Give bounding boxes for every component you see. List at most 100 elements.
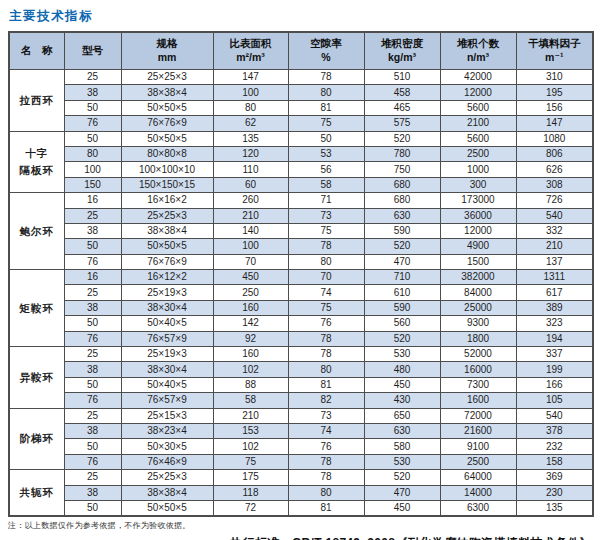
cell-dry-factor: 540 <box>516 408 593 423</box>
table-row: 鲍尔环1616×16×226071680173000726 <box>9 193 593 208</box>
cell-void-ratio: 58 <box>288 177 364 192</box>
cell-bulk-density: 780 <box>364 146 440 161</box>
cell-void-ratio: 78 <box>288 331 364 346</box>
cell-spec: 25×25×3 <box>121 70 213 85</box>
cell-dry-factor: 1311 <box>516 270 593 285</box>
table-row: 150150×150×156058680300308 <box>9 177 593 192</box>
cell-dry-factor: 323 <box>516 316 593 331</box>
cell-surface-area: 62 <box>213 116 288 131</box>
col-header-label: 空隙率 <box>289 37 364 51</box>
cell-bulk-density: 580 <box>364 439 440 454</box>
cell-surface-area: 140 <box>213 223 288 238</box>
cell-bulk-density: 680 <box>364 177 440 192</box>
cell-count: 6300 <box>440 500 516 516</box>
cell-spec: 25×15×3 <box>121 408 213 423</box>
cell-bulk-density: 590 <box>364 223 440 238</box>
cell-dry-factor: 230 <box>516 485 593 500</box>
cell-model: 50 <box>64 500 121 516</box>
cell-void-ratio: 75 <box>288 116 364 131</box>
cell-dry-factor: 195 <box>516 85 593 100</box>
cell-dry-factor: 626 <box>516 162 593 177</box>
cell-void-ratio: 73 <box>288 208 364 223</box>
cell-dry-factor: 135 <box>516 500 593 516</box>
footer: 注：以上数据仅作为参考依据，不作为验收依据。 执行标准：GB/T 18749–2… <box>8 520 592 540</box>
cell-count: 1800 <box>440 331 516 346</box>
cell-dry-factor: 156 <box>516 100 593 115</box>
cell-spec: 25×25×3 <box>121 208 213 223</box>
col-header-label: 规格 <box>122 37 213 51</box>
cell-dry-factor: 1080 <box>516 131 593 146</box>
cell-void-ratio: 75 <box>288 223 364 238</box>
cell-count: 1000 <box>440 162 516 177</box>
table-row: 3838×30×41607559025000389 <box>9 300 593 315</box>
cell-surface-area: 60 <box>213 177 288 192</box>
cell-model: 25 <box>64 285 121 300</box>
page-title: 主要技术指标 <box>9 8 592 25</box>
table-row: 7676×76×970804701500137 <box>9 254 593 269</box>
table-row: 3838×38×41188047014000230 <box>9 485 593 500</box>
table-body: 拉西环2525×25×314778510420003103838×38×4100… <box>9 70 593 517</box>
cell-model: 38 <box>64 223 121 238</box>
cell-count: 9100 <box>440 439 516 454</box>
cell-surface-area: 260 <box>213 193 288 208</box>
cell-model: 100 <box>64 162 121 177</box>
cell-model: 50 <box>64 377 121 392</box>
col-header-dry-factor: 干填料因子 m⁻¹ <box>516 32 593 70</box>
cell-model: 50 <box>64 316 121 331</box>
cell-void-ratio: 74 <box>288 285 364 300</box>
cell-model: 76 <box>64 116 121 131</box>
cell-count: 14000 <box>440 485 516 500</box>
cell-bulk-density: 465 <box>364 100 440 115</box>
cell-count: 1600 <box>440 393 516 408</box>
header-row: 名 称 型号 规格 mm 比表面积 m²/m³ 空隙率 % <box>9 32 593 70</box>
cell-count: 12000 <box>440 85 516 100</box>
cell-count: 5600 <box>440 131 516 146</box>
table-row: 5050×40×588814507300166 <box>9 377 593 392</box>
cell-void-ratio: 76 <box>288 439 364 454</box>
table-row: 5050×40×5142765609300323 <box>9 316 593 331</box>
cell-surface-area: 102 <box>213 439 288 454</box>
cell-bulk-density: 710 <box>364 270 440 285</box>
cell-surface-area: 210 <box>213 208 288 223</box>
table-row: 3838×38×41008045812000195 <box>9 85 593 100</box>
cell-count: 2500 <box>440 146 516 161</box>
cell-spec: 38×38×4 <box>121 485 213 500</box>
cell-surface-area: 72 <box>213 500 288 516</box>
cell-surface-area: 142 <box>213 316 288 331</box>
cell-count: 173000 <box>440 193 516 208</box>
cell-surface-area: 80 <box>213 100 288 115</box>
packing-name: 十字 隔板环 <box>9 131 64 193</box>
table-row: 2525×19×32507461084000617 <box>9 285 593 300</box>
table-row: 2525×25×32107363036000540 <box>9 208 593 223</box>
reference-note: 注：以上数据仅作为参考依据，不作为验收依据。 <box>8 520 592 531</box>
cell-count: 7300 <box>440 377 516 392</box>
cell-bulk-density: 530 <box>364 347 440 362</box>
cell-spec: 38×30×4 <box>121 362 213 377</box>
cell-count: 42000 <box>440 70 516 85</box>
cell-bulk-density: 630 <box>364 208 440 223</box>
cell-spec: 38×30×4 <box>121 300 213 315</box>
table-row: 3838×38×41407559012000332 <box>9 223 593 238</box>
cell-void-ratio: 80 <box>288 362 364 377</box>
cell-spec: 50×50×5 <box>121 239 213 254</box>
cell-spec: 50×50×5 <box>121 131 213 146</box>
cell-spec: 50×50×5 <box>121 500 213 516</box>
col-header-label: 堆积密度 <box>365 37 440 51</box>
cell-model: 76 <box>64 254 121 269</box>
cell-spec: 50×50×5 <box>121 100 213 115</box>
packing-name: 矩鞍环 <box>9 270 64 347</box>
cell-surface-area: 100 <box>213 239 288 254</box>
cell-model: 38 <box>64 423 121 438</box>
cell-count: 1500 <box>440 254 516 269</box>
cell-bulk-density: 520 <box>364 131 440 146</box>
col-header-unit: kg/m³ <box>365 51 440 65</box>
cell-void-ratio: 56 <box>288 162 364 177</box>
cell-surface-area: 450 <box>213 270 288 285</box>
cell-model: 25 <box>64 408 121 423</box>
cell-surface-area: 92 <box>213 331 288 346</box>
cell-bulk-density: 560 <box>364 316 440 331</box>
cell-bulk-density: 458 <box>364 85 440 100</box>
cell-dry-factor: 199 <box>516 362 593 377</box>
cell-model: 38 <box>64 485 121 500</box>
cell-void-ratio: 50 <box>288 131 364 146</box>
